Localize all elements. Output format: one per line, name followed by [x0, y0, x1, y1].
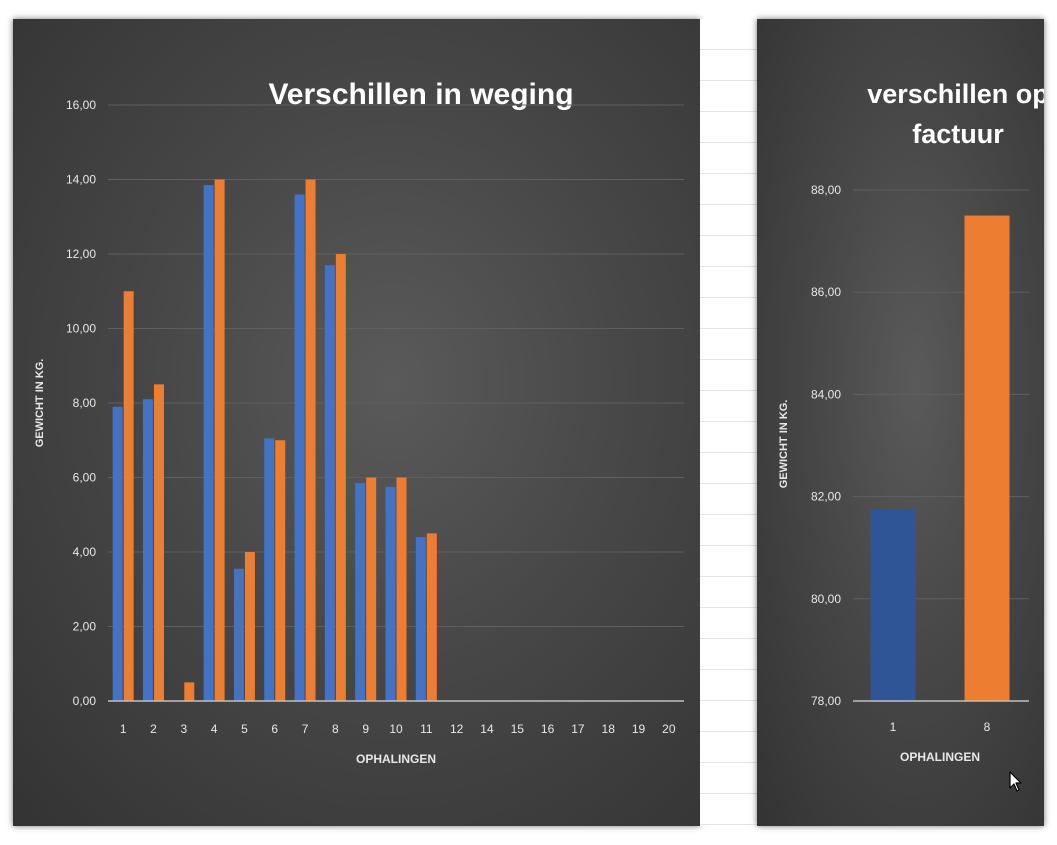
- bar: [355, 483, 366, 701]
- x-tick-label: 10: [389, 722, 403, 736]
- bar: [112, 406, 123, 701]
- bar: [324, 265, 335, 701]
- bar-chart-factuur: verschillen op factuur 78,00 80,00 82,00 84,0…: [778, 79, 1044, 764]
- bar: [964, 215, 1010, 702]
- bar: [396, 477, 407, 701]
- x-tick-label: 1: [120, 722, 127, 736]
- chart-title-line-2: factuur: [912, 119, 1004, 149]
- chart-panel-weging: Verschillen in weging 0,00 2,00 4,00 6,00 8,0…: [13, 19, 700, 826]
- y-tick-label: 4,00: [73, 545, 97, 559]
- y-tick-label: 86,00: [811, 285, 841, 299]
- bar: [214, 179, 225, 701]
- x-tick-label: 7: [302, 722, 309, 736]
- y-tick-label: 0,00: [73, 694, 97, 708]
- bar: [275, 440, 286, 701]
- bar: [264, 438, 275, 701]
- bar: [153, 384, 164, 701]
- y-tick-label: 80,00: [811, 592, 841, 606]
- spreadsheet-gap: [700, 19, 757, 826]
- x-tick-label: 4: [211, 722, 218, 736]
- bar: [335, 254, 346, 701]
- x-tick-label: 17: [571, 722, 585, 736]
- y-tick-label: 82,00: [811, 490, 841, 504]
- bar: [142, 399, 153, 701]
- y-tick-label: 2,00: [73, 620, 97, 634]
- y-tick-label: 16,00: [66, 98, 96, 112]
- x-tick-label: 6: [271, 722, 278, 736]
- x-tick-label: 12: [450, 722, 464, 736]
- x-tick-label: 15: [511, 722, 525, 736]
- x-tick-label: 2: [150, 722, 157, 736]
- mouse-pointer-icon: [1009, 771, 1023, 793]
- x-tick-label: 18: [602, 722, 616, 736]
- bar-chart-weging: Verschillen in weging 0,00 2,00 4,00 6,00 8,0…: [34, 78, 684, 766]
- bar: [233, 568, 244, 701]
- x-tick-label: 8: [332, 722, 339, 736]
- x-axis-label: OPHALINGEN: [900, 750, 980, 764]
- x-axis-label: OPHALINGEN: [356, 752, 436, 766]
- bar: [366, 477, 377, 701]
- x-tick-label: 1: [890, 720, 897, 734]
- x-tick-label: 9: [362, 722, 369, 736]
- bar: [294, 194, 305, 701]
- y-tick-label: 6,00: [73, 471, 97, 485]
- chart-panel-factuur: verschillen op factuur 78,00 80,00 82,00 84,0…: [757, 19, 1044, 826]
- x-tick-label: 11: [420, 722, 433, 736]
- y-axis-label: GEWICHT IN KG.: [778, 400, 790, 489]
- bar: [415, 537, 426, 701]
- x-tick-label: 3: [180, 722, 187, 736]
- bar: [426, 533, 437, 701]
- bar: [870, 509, 916, 701]
- bar: [184, 682, 195, 701]
- y-tick-label: 14,00: [66, 173, 96, 187]
- bar: [244, 552, 255, 701]
- x-tick-label: 8: [984, 720, 991, 734]
- y-tick-label: 88,00: [811, 183, 841, 197]
- x-tick-label: 16: [541, 722, 555, 736]
- x-tick-label: 19: [632, 722, 646, 736]
- y-tick-label: 12,00: [66, 247, 96, 261]
- x-tick-label: 14: [480, 722, 494, 736]
- y-tick-label: 78,00: [811, 694, 841, 708]
- x-tick-label: 20: [662, 722, 676, 736]
- y-tick-label: 84,00: [811, 387, 841, 401]
- y-axis-label: GEWICHT IN KG.: [34, 359, 46, 448]
- y-tick-label: 10,00: [66, 322, 96, 336]
- bar: [203, 185, 214, 701]
- y-tick-label: 8,00: [73, 396, 97, 410]
- bar: [123, 291, 134, 701]
- chart-title-line-1: verschillen op: [867, 79, 1044, 109]
- bar: [305, 179, 316, 701]
- x-tick-label: 5: [241, 722, 248, 736]
- bar: [385, 486, 396, 701]
- chart-title: Verschillen in weging: [268, 78, 573, 111]
